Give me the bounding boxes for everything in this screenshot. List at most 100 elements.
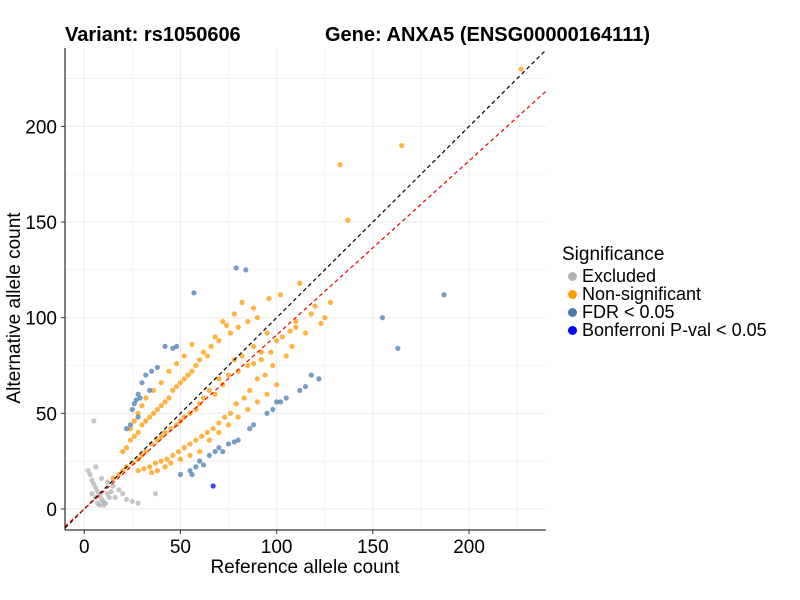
data-point <box>154 364 160 371</box>
data-point <box>95 500 101 506</box>
data-point <box>123 426 130 432</box>
data-point <box>308 372 314 378</box>
data-point <box>189 471 195 478</box>
data-point <box>127 426 134 432</box>
data-point <box>135 410 141 416</box>
data-point <box>87 471 93 478</box>
data-point <box>104 479 110 485</box>
data-point <box>143 395 149 401</box>
legend-label: Bonferroni P-val < 0.05 <box>582 319 767 340</box>
legend-item-bonferroni: Bonferroni P-val < 0.05 <box>562 319 767 340</box>
data-point <box>177 380 184 386</box>
axes <box>64 48 546 531</box>
data-point <box>274 382 280 388</box>
data-point <box>89 477 95 483</box>
data-point <box>170 387 176 393</box>
data-point <box>181 353 187 359</box>
data-point <box>166 368 172 374</box>
data-point <box>147 387 153 393</box>
data-point <box>162 464 168 470</box>
legend-marker <box>568 325 577 335</box>
data-point <box>135 468 141 474</box>
data-point <box>193 362 199 369</box>
variant-title: Variant: rs1050606 <box>65 24 241 46</box>
data-point <box>264 391 270 397</box>
data-point <box>206 387 212 393</box>
data-point <box>235 414 241 420</box>
data-point <box>274 338 280 344</box>
data-point <box>216 429 222 436</box>
data-point <box>104 491 110 497</box>
data-point <box>316 376 322 382</box>
data-point <box>247 387 253 393</box>
data-point <box>204 353 210 359</box>
data-point <box>293 318 299 325</box>
data-point <box>220 318 226 325</box>
data-point <box>197 458 203 464</box>
data-point <box>98 475 105 481</box>
data-point <box>177 418 184 424</box>
data-point <box>93 485 99 491</box>
x-tick-label: 50 <box>170 537 191 558</box>
legend-item-excluded: Excluded <box>562 266 767 286</box>
data-point <box>185 372 191 378</box>
data-point <box>181 445 187 451</box>
data-point <box>262 372 268 378</box>
data-point <box>254 315 260 321</box>
data-point <box>308 311 314 317</box>
data-point <box>200 349 207 355</box>
data-point <box>312 303 318 309</box>
data-point <box>235 437 241 443</box>
y-tick-label: 50 <box>36 404 57 425</box>
data-point <box>162 399 168 405</box>
legend-marker <box>568 289 577 299</box>
data-point <box>395 345 401 351</box>
data-point <box>231 311 237 317</box>
data-point <box>158 403 164 409</box>
legend-item-non-significant: Non-significant <box>562 284 767 304</box>
data-point <box>152 460 159 466</box>
data-point <box>254 376 260 382</box>
data-point <box>225 441 232 447</box>
gene-title: Gene: ANXA5 (ENSG00000164111) <box>325 24 650 46</box>
data-point <box>302 330 309 336</box>
y-axis-label: Alternative allele count <box>4 212 25 404</box>
data-point <box>187 441 193 447</box>
data-point <box>297 280 303 286</box>
data-point <box>197 357 203 363</box>
data-point <box>399 142 405 149</box>
data-points <box>85 66 524 508</box>
data-point <box>89 491 95 497</box>
data-point <box>250 422 257 428</box>
data-point <box>245 406 251 413</box>
data-point <box>191 290 197 296</box>
data-point <box>120 491 126 497</box>
data-point <box>141 466 147 472</box>
data-point <box>283 395 289 401</box>
data-point <box>135 391 141 397</box>
data-point <box>210 426 216 432</box>
data-point <box>129 498 135 504</box>
data-point <box>264 330 270 336</box>
legend-marker <box>568 307 577 317</box>
data-point <box>177 456 184 462</box>
data-point <box>93 464 99 470</box>
data-point <box>170 345 176 351</box>
data-point <box>518 66 524 72</box>
data-point <box>239 353 245 359</box>
data-point <box>193 464 199 470</box>
data-point <box>274 399 280 405</box>
data-point <box>189 368 195 374</box>
legend: Significance Excluded Non-significant FD… <box>562 244 767 340</box>
data-point <box>204 429 210 436</box>
x-tick-label: 150 <box>357 537 389 558</box>
data-point <box>233 401 239 407</box>
data-point <box>241 395 247 401</box>
data-point <box>91 481 97 487</box>
data-point <box>187 452 193 459</box>
data-point <box>123 496 130 502</box>
data-point <box>302 383 309 390</box>
data-point <box>173 360 180 367</box>
data-point <box>168 426 174 432</box>
data-point <box>162 429 168 436</box>
